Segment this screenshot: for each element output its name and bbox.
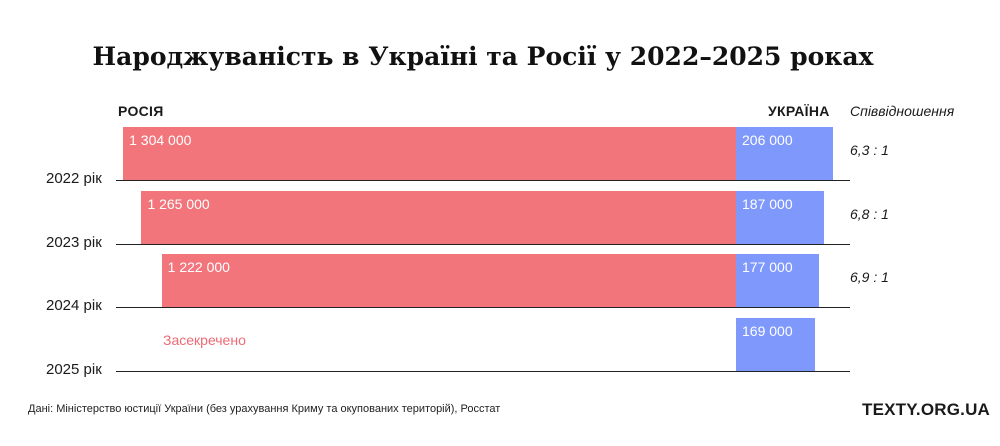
ratio-value: 6,9 : 1 [850,269,889,285]
classified-annotation: Засекречено [163,332,246,348]
chart-title: Народжуваність в Україні та Росії у 2022… [92,42,874,71]
bar-ukraine [736,127,833,180]
bar-label-ukraine: 177 000 [742,259,793,275]
ratio-value: 6,8 : 1 [850,205,889,222]
year-label: 2022 рік [46,170,102,187]
bar-label-russia: 1 304 000 [129,132,192,148]
source-note: Дані: Міністерство юстиції України (без … [28,403,501,415]
bar-ukraine [736,317,816,371]
bar-russia [141,190,736,244]
year-label: 2025 рік [46,360,102,378]
brand-logo: TEXTY.ORG.UA [862,400,991,419]
year-label: 2023 рік [46,233,102,251]
bar-russia [161,254,736,307]
year-label: 2024 рік [46,297,102,314]
bar-label-ukraine: 206 000 [742,132,793,148]
ratio-value: 6,3 : 1 [850,142,889,158]
bar-label-ukraine: 187 000 [742,195,793,212]
ukraine-header: УКРАЇНА [768,103,830,119]
row-baseline [116,180,850,181]
russia-header: РОСІЯ [118,103,164,119]
row-baseline [116,243,850,245]
row-baseline [116,307,850,308]
bar-label-russia: 1 265 000 [147,195,210,212]
bar-label-ukraine: 169 000 [742,322,793,339]
bar-russia [123,127,736,180]
bar-label-russia: 1 222 000 [167,259,230,275]
row-baseline [116,370,850,372]
ratio-header: Співвідношення [850,103,955,119]
bar-ukraine [736,254,820,307]
bar-ukraine [736,190,824,244]
